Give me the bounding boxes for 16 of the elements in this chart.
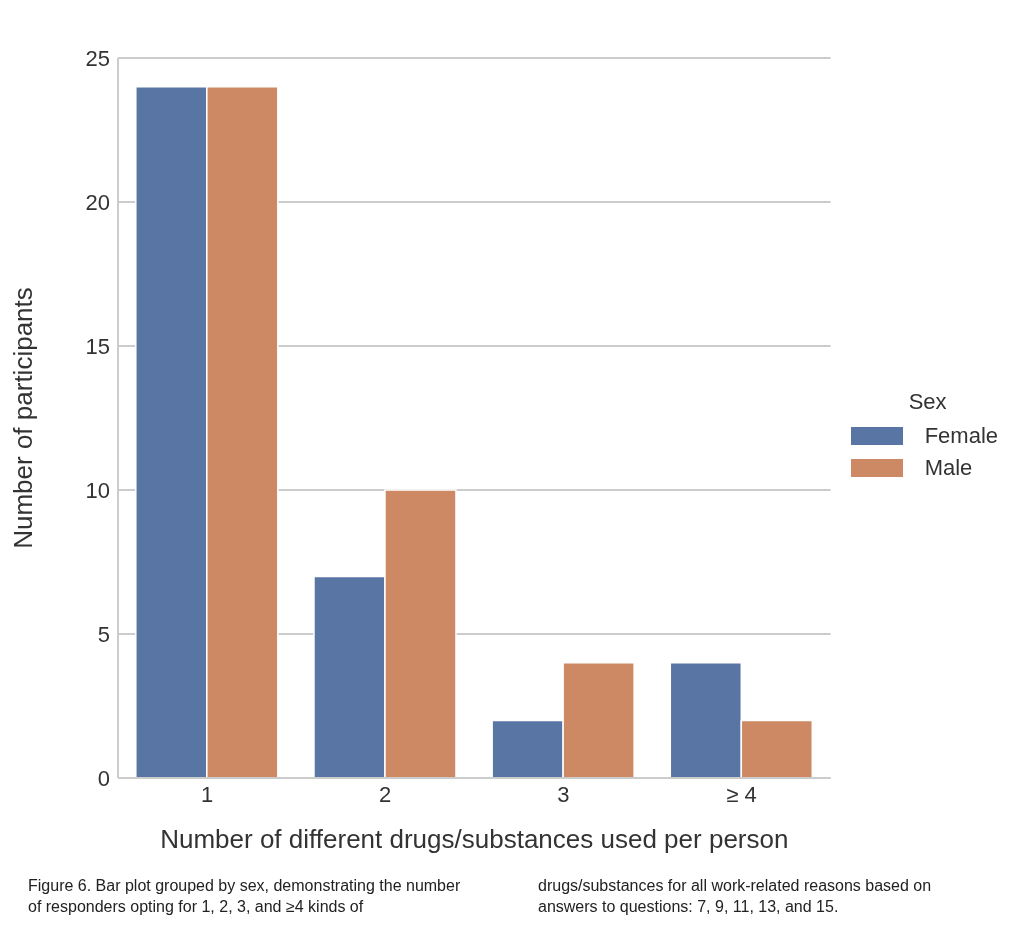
y-axis-title: Number of participants (8, 287, 39, 549)
x-tick-label: 3 (557, 781, 570, 807)
x-axis-title: Number of different drugs/substances used per person (160, 824, 789, 854)
y-tick-label: 20 (85, 189, 110, 215)
x-tick-label: 2 (379, 781, 392, 807)
x-tick-label: ≥ 4 (726, 781, 757, 807)
legend-title: Sex (908, 389, 948, 415)
legend-label: Female (924, 423, 998, 449)
y-tick-label: 25 (85, 45, 110, 71)
text: Figure 6. Bar plot grouped by sex, demonstrating the number of responders opting for 1, 2, 3, and ≥4 kinds of drugs/substances for all work-related reasons based on answers to questions: 7, 9, 11, 13, and 15. (28, 877, 932, 915)
y-tick-label: 0 (97, 765, 110, 791)
x-tick-label: 1 (200, 781, 214, 807)
y-tick-label: 15 (85, 333, 110, 359)
y-tick-label: 10 (85, 477, 110, 503)
y-tick-label: 5 (97, 621, 110, 647)
legend-label: Male (924, 455, 973, 481)
